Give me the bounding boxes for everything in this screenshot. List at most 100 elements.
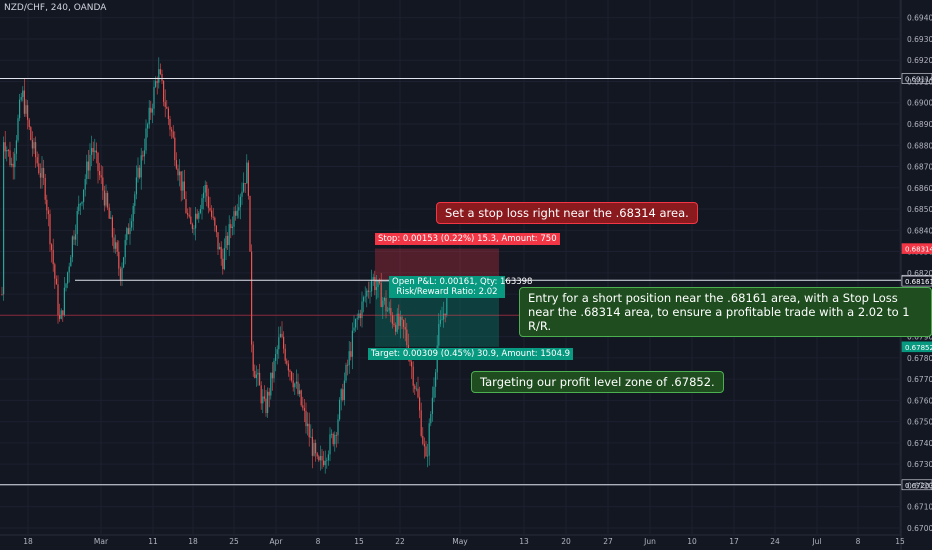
- candle-body: [380, 283, 382, 307]
- candle-body: [137, 167, 139, 178]
- candle-body: [359, 313, 361, 319]
- candle-body: [323, 460, 325, 466]
- level-tag: [901, 479, 932, 491]
- candle-body: [63, 287, 65, 316]
- candle-body: [158, 69, 160, 83]
- candle-body: [441, 319, 443, 321]
- candle-body: [324, 460, 326, 466]
- candle-body: [182, 181, 184, 191]
- candle-body: [139, 167, 141, 178]
- price-tag-label: 0.67852: [905, 344, 932, 352]
- candle-body: [201, 198, 203, 210]
- x-tick-label: Jun: [643, 537, 656, 546]
- candle-body: [207, 196, 209, 208]
- entry-note-line1: Entry for a short position near the .681…: [528, 291, 898, 305]
- candle-body: [52, 249, 54, 265]
- candle-body: [185, 199, 187, 214]
- x-tick-label: 8: [316, 537, 321, 546]
- rr-text: Risk/Reward Ratio: 2.02: [396, 287, 498, 297]
- candle-body: [270, 372, 272, 396]
- candle-body: [387, 310, 389, 312]
- candle-body: [425, 446, 427, 457]
- candle-body: [361, 301, 363, 319]
- candle-body: [195, 213, 197, 229]
- time-axis[interactable]: 18 Mar 11 18 25 Apr 8 15 22 May 13 20 27 Jun 10 17 24 Jul…: [23, 537, 905, 546]
- candle-body: [47, 210, 49, 215]
- candle-body: [118, 251, 120, 269]
- x-tick-label: May: [452, 537, 468, 546]
- candle-body: [372, 277, 374, 281]
- candle-body: [350, 351, 352, 357]
- candle-body: [78, 203, 80, 211]
- candle-body: [11, 163, 13, 166]
- candle-body: [379, 280, 381, 284]
- candle-body: [121, 267, 123, 280]
- candle-body: [17, 118, 19, 141]
- candle-body: [123, 257, 125, 268]
- candle-body: [430, 414, 432, 424]
- candle-body: [267, 391, 269, 413]
- candle-body: [329, 434, 331, 455]
- candle-body: [134, 194, 136, 206]
- candle-body: [127, 228, 129, 235]
- candle-body: [171, 129, 173, 132]
- candle-body: [279, 333, 281, 338]
- entry-note: Entry for a short position near the .681…: [519, 287, 932, 337]
- candle-body: [383, 297, 385, 301]
- candle-body: [299, 390, 301, 394]
- candle-body: [233, 211, 235, 227]
- candle-body: [276, 349, 278, 355]
- stop-zone: [375, 248, 499, 282]
- candle-body: [76, 210, 78, 235]
- candle-body: [238, 207, 240, 211]
- candle-body: [310, 436, 312, 438]
- candle-body: [321, 455, 323, 461]
- candle-body: [219, 246, 221, 250]
- candle-body: [111, 217, 113, 238]
- candle-body: [401, 316, 403, 321]
- candle-body: [174, 137, 176, 161]
- candle-body: [252, 344, 254, 371]
- candle-body: [337, 419, 339, 436]
- candle-body: [391, 315, 393, 324]
- candle-body: [331, 433, 333, 435]
- candle-body: [89, 154, 91, 171]
- candle-body: [318, 456, 320, 461]
- candle-body: [300, 390, 302, 406]
- candle-body: [100, 175, 102, 178]
- candle-body: [366, 290, 368, 297]
- candle-body: [390, 307, 392, 316]
- candle-body: [115, 242, 117, 249]
- candle-body: [95, 150, 97, 153]
- candle-body: [49, 214, 51, 245]
- candle-body: [241, 191, 243, 197]
- candle-body: [303, 408, 305, 411]
- candle-body: [107, 192, 109, 208]
- candle-body: [364, 296, 366, 298]
- candle-body: [406, 329, 408, 345]
- candle-body: [308, 423, 310, 438]
- candle-body: [398, 313, 400, 326]
- candle-body: [188, 214, 190, 217]
- candle-body: [313, 443, 315, 456]
- candle-body: [439, 319, 441, 324]
- candle-body: [348, 351, 350, 366]
- candle-body: [31, 139, 33, 149]
- candle-body: [340, 389, 342, 400]
- candle-body: [60, 310, 62, 319]
- symbol-title[interactable]: NZD/CHF, 240, OANDA: [4, 3, 107, 13]
- candle-body: [417, 388, 419, 398]
- candle-body: [177, 168, 179, 176]
- candle-body: [97, 152, 99, 172]
- candle-body: [169, 119, 171, 130]
- candle-body: [193, 228, 195, 230]
- candle-body: [287, 363, 289, 371]
- candle-body: [145, 128, 147, 151]
- candle-body: [62, 310, 64, 316]
- candle-body: [332, 433, 334, 445]
